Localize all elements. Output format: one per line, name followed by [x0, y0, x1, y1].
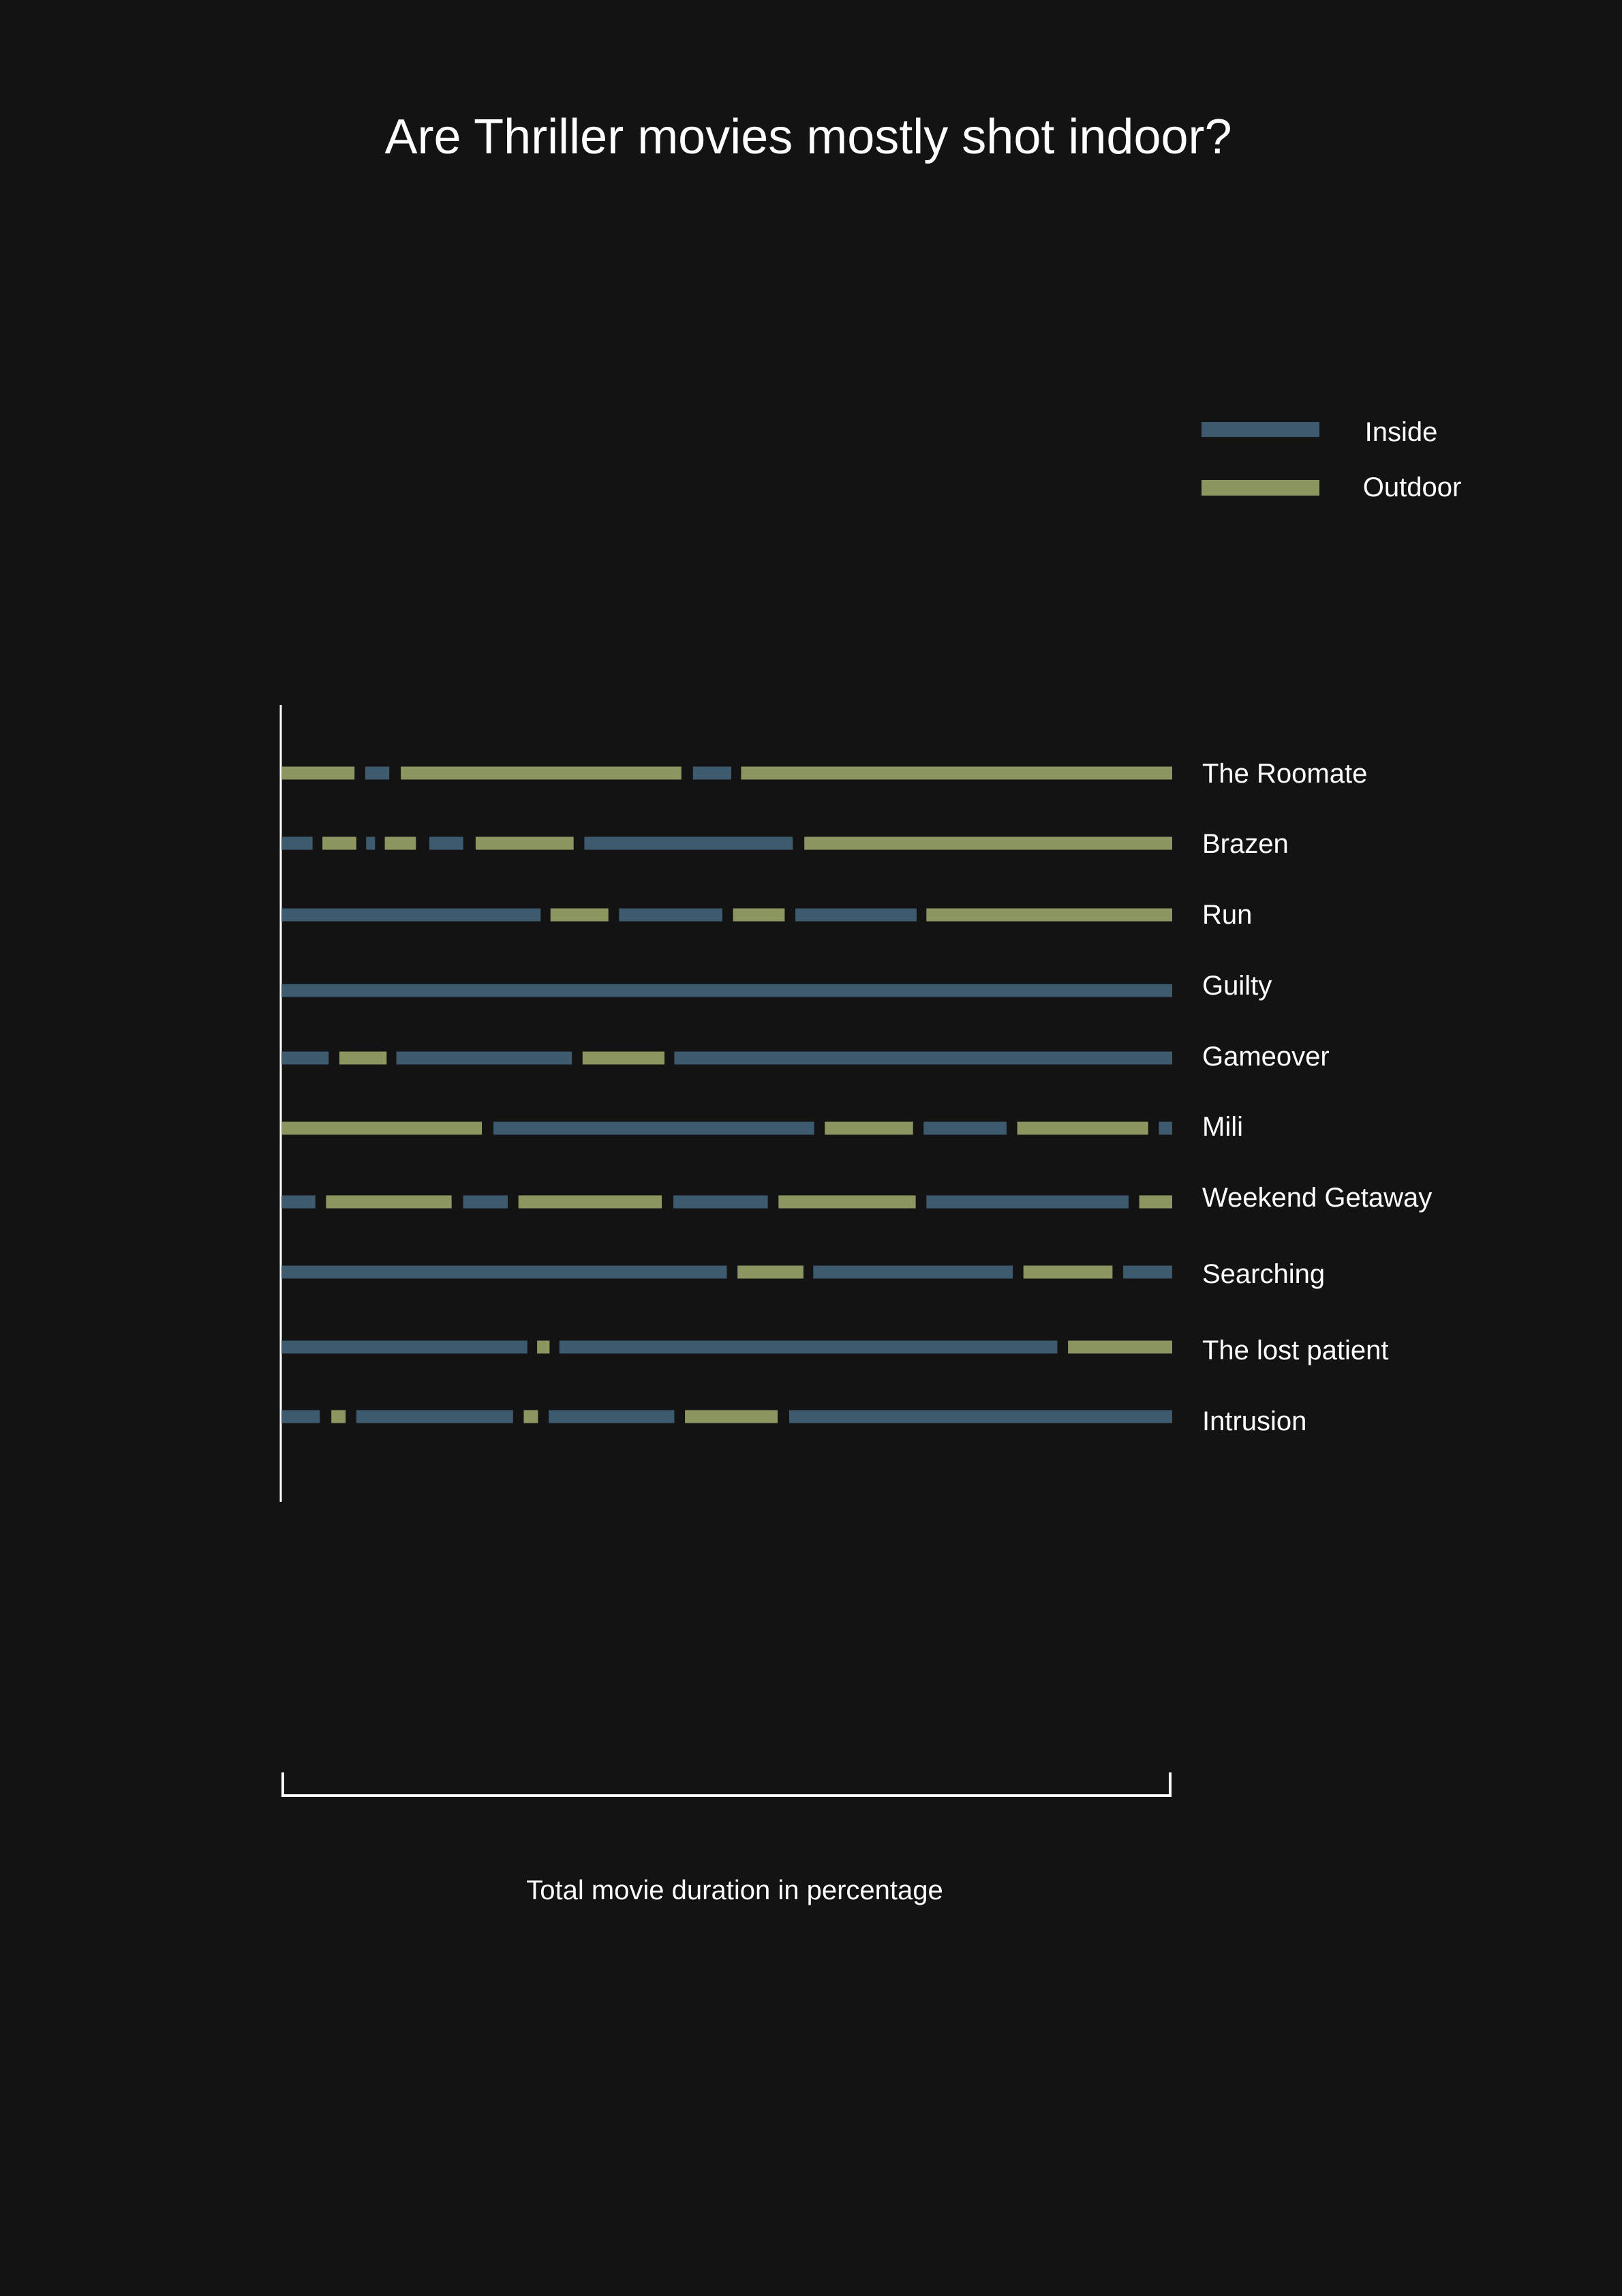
- row-label: The lost patient: [1202, 1335, 1389, 1365]
- segment-inside: [795, 908, 917, 922]
- legend-label-inside: Inside: [1365, 417, 1438, 447]
- segment-inside: [281, 908, 541, 922]
- segment-outdoor: [339, 1051, 387, 1065]
- segment-outdoor: [331, 1410, 346, 1423]
- segment-inside: [789, 1410, 1172, 1423]
- segment-inside: [493, 1121, 814, 1135]
- segment-outdoor: [518, 1195, 662, 1209]
- bar-row-10: [281, 1410, 1172, 1423]
- segment-outdoor: [741, 766, 1172, 780]
- row-label: Weekend Getaway: [1202, 1183, 1432, 1213]
- segment-outdoor: [1068, 1340, 1172, 1354]
- bar-row-7: [281, 1195, 1172, 1209]
- segment-outdoor: [401, 766, 682, 780]
- chart-title: Are Thriller movies mostly shot indoor?: [384, 110, 1231, 164]
- segment-inside: [281, 1410, 320, 1423]
- segment-inside: [813, 1265, 1013, 1279]
- row-label: Gameover: [1202, 1042, 1330, 1072]
- segment-inside: [281, 1265, 727, 1279]
- segment-outdoor: [523, 1410, 538, 1423]
- legend: Inside Outdoor: [1202, 417, 1461, 502]
- bar-rows: [281, 766, 1172, 1423]
- segment-outdoor: [1017, 1121, 1148, 1135]
- segment-outdoor: [281, 766, 355, 780]
- segment-outdoor: [804, 836, 1172, 850]
- segment-outdoor: [582, 1051, 664, 1065]
- segment-inside: [674, 1051, 1172, 1065]
- segment-outdoor: [281, 1121, 483, 1135]
- segment-outdoor: [685, 1410, 778, 1423]
- segment-outdoor: [475, 836, 574, 850]
- segment-inside: [619, 908, 722, 922]
- segment-inside: [281, 1195, 316, 1209]
- row-label: Intrusion: [1202, 1406, 1306, 1436]
- segment-outdoor: [326, 1195, 452, 1209]
- x-axis-bracket: [281, 1772, 1172, 1797]
- row-label: Mili: [1202, 1112, 1243, 1142]
- segment-outdoor: [737, 1265, 804, 1279]
- legend-label-outdoor: Outdoor: [1363, 472, 1462, 502]
- legend-swatch-inside: [1202, 422, 1319, 437]
- bar-row-6: [281, 1121, 1172, 1135]
- segment-inside: [356, 1410, 513, 1423]
- bar-row-4: [281, 984, 1172, 997]
- row-label: Run: [1202, 900, 1252, 930]
- segment-outdoor: [322, 836, 356, 850]
- segment-inside: [923, 1121, 1007, 1135]
- segment-inside: [463, 1195, 508, 1209]
- bar-row-8: [281, 1265, 1172, 1279]
- row-label: The Roomate: [1202, 759, 1367, 789]
- row-label: Searching: [1202, 1259, 1325, 1289]
- segment-inside: [281, 1051, 329, 1065]
- segment-inside: [692, 766, 731, 780]
- segment-inside: [549, 1410, 675, 1423]
- segment-outdoor: [778, 1195, 916, 1209]
- x-axis-label: Total movie duration in percentage: [526, 1875, 943, 1905]
- segment-inside: [673, 1195, 768, 1209]
- legend-swatch-outdoor: [1202, 480, 1319, 496]
- bar-row-9: [281, 1340, 1172, 1354]
- segment-outdoor: [926, 908, 1172, 922]
- segment-outdoor: [537, 1340, 550, 1354]
- segment-inside: [1159, 1121, 1172, 1135]
- segment-outdoor: [550, 908, 609, 922]
- segment-inside: [281, 984, 1172, 997]
- segment-inside: [366, 836, 376, 850]
- bar-row-3: [281, 908, 1172, 922]
- segment-outdoor: [384, 836, 416, 850]
- segment-inside: [281, 836, 313, 850]
- row-label: Guilty: [1202, 971, 1272, 1001]
- segment-inside: [396, 1051, 572, 1065]
- segment-inside: [559, 1340, 1058, 1354]
- segment-outdoor: [1139, 1195, 1172, 1209]
- segment-inside: [281, 1340, 527, 1354]
- segment-outdoor: [1023, 1265, 1113, 1279]
- bar-row-2: [281, 836, 1172, 850]
- segment-inside: [1123, 1265, 1172, 1279]
- row-label: Brazen: [1202, 829, 1289, 859]
- row-labels: The Roomate Brazen Run Guilty Gameover Mili We…: [1202, 759, 1432, 1436]
- segment-inside: [365, 766, 390, 780]
- segment-outdoor: [825, 1121, 913, 1135]
- bar-row-5: [281, 1051, 1172, 1065]
- segment-inside: [584, 836, 793, 850]
- segment-outdoor: [733, 908, 785, 922]
- segment-inside: [926, 1195, 1129, 1209]
- segment-inside: [429, 836, 463, 850]
- bar-row-1: [281, 766, 1172, 780]
